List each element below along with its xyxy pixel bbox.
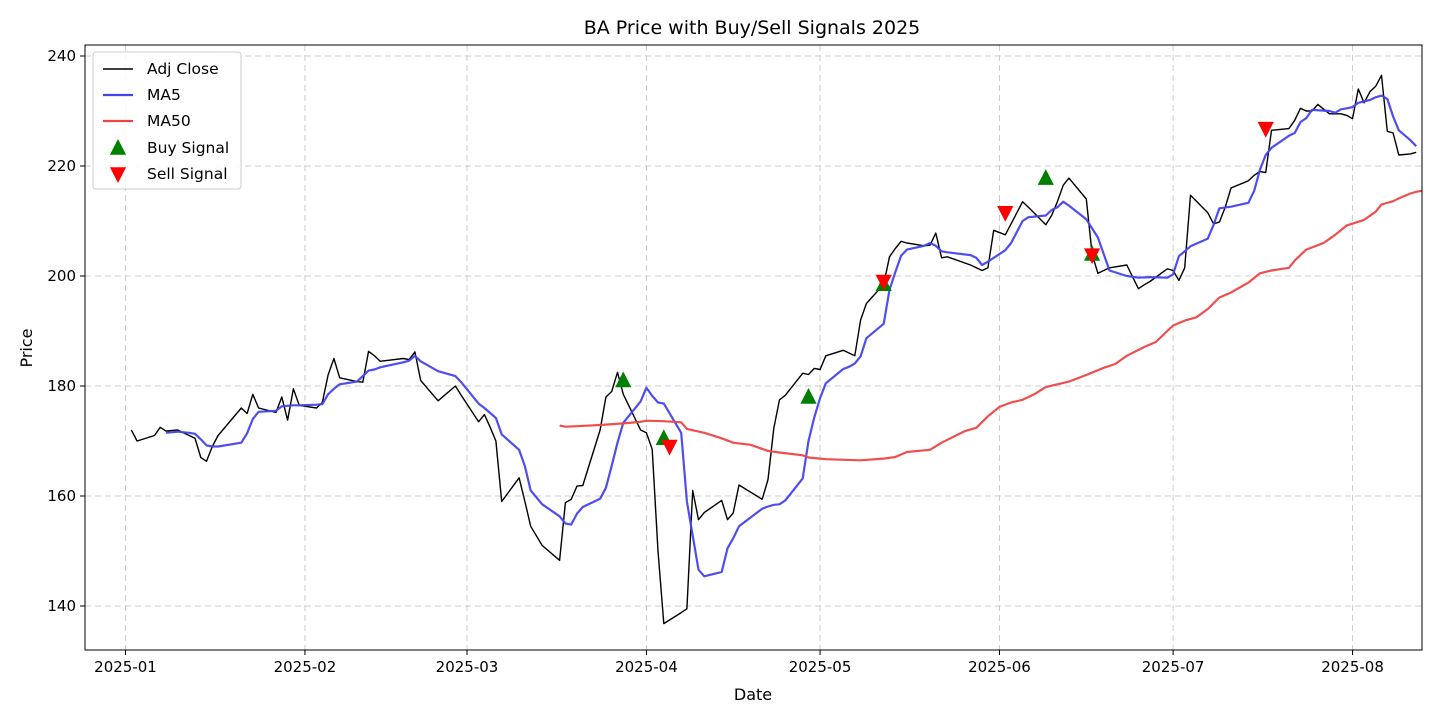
x-tick-label: 2025-04 <box>615 658 678 676</box>
legend-swatch-buy <box>109 139 127 155</box>
sell-signal-marker <box>1257 121 1274 138</box>
legend-label-sell-signal: Sell Signal <box>147 165 228 183</box>
series-line-ma5 <box>165 94 1417 578</box>
y-tick-label: 140 <box>47 597 76 615</box>
buy-signal-marker <box>800 388 817 404</box>
x-tick-label: 2025-07 <box>1142 658 1205 676</box>
buy-signal-marker <box>615 371 632 388</box>
y-tick-label: 200 <box>47 267 76 285</box>
x-tick-label: 2025-01 <box>94 658 157 676</box>
y-tick-label: 240 <box>47 47 76 65</box>
legend-label-adj-close: Adj Close <box>147 60 219 78</box>
sell-signal-marker <box>997 206 1014 222</box>
x-axis-title: Date <box>734 685 772 704</box>
sell-signal-marker <box>1083 248 1101 265</box>
legend: Adj Close MA5 MA50 Buy Signal Sell Signa… <box>92 51 242 190</box>
sell-signal-marker <box>875 274 892 291</box>
buy-signal-marker <box>1037 169 1054 185</box>
y-tick-label: 180 <box>47 377 76 395</box>
legend-items: Adj Close MA5 MA50 Buy Signal Sell Signa… <box>103 60 229 183</box>
x-tick-label: 2025-08 <box>1321 658 1384 676</box>
y-axis-title: Price <box>17 328 36 367</box>
axis-ticks: 140 160 180 200 220 240 2025-01 2025-02 2025-03 2… <box>47 47 1384 676</box>
plot-area-frame <box>84 44 1423 651</box>
signal-markers <box>615 121 1274 456</box>
y-tick-label: 160 <box>47 487 76 505</box>
legend-label-buy-signal: Buy Signal <box>147 139 229 157</box>
legend-swatch-sell <box>109 167 127 183</box>
series-line-adj-close <box>130 74 1417 625</box>
x-tick-label: 2025-02 <box>274 658 337 676</box>
chart-title: BA Price with Buy/Sell Signals 2025 <box>584 17 921 39</box>
legend-label-ma50: MA50 <box>147 112 191 130</box>
legend-label-ma5: MA5 <box>147 86 181 104</box>
grid <box>85 45 1422 650</box>
series-line-ma50 <box>559 189 1423 462</box>
legend-box <box>92 51 242 190</box>
y-tick-label: 220 <box>47 157 76 175</box>
sell-signal-marker <box>661 439 678 456</box>
x-tick-label: 2025-06 <box>968 658 1031 676</box>
x-tick-label: 2025-03 <box>436 658 499 676</box>
series-layer <box>130 74 1423 625</box>
x-tick-label: 2025-05 <box>789 658 852 676</box>
